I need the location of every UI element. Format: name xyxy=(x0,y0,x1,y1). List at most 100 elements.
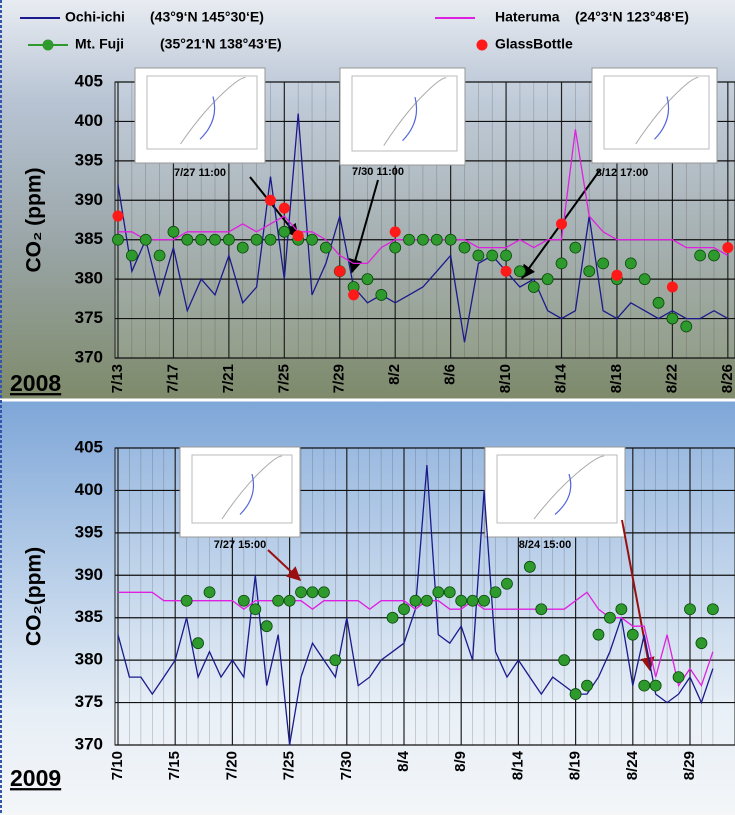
data-point xyxy=(625,258,636,269)
y-tick-label: 375 xyxy=(75,692,103,711)
data-point xyxy=(524,561,535,572)
data-point xyxy=(473,250,484,261)
data-point xyxy=(598,258,609,269)
data-point xyxy=(334,266,345,277)
data-point xyxy=(681,321,692,332)
data-point xyxy=(284,595,295,606)
data-point xyxy=(490,587,501,598)
legend-label: Hateruma xyxy=(495,9,560,25)
data-point xyxy=(140,234,151,245)
legend-location: (24°3‘N 123°48‘E) xyxy=(575,9,689,25)
legend-location: (35°21‘N 138°43‘E) xyxy=(160,36,282,52)
y-tick-label: 385 xyxy=(75,607,103,626)
y-tick-label: 390 xyxy=(75,565,103,584)
data-point xyxy=(210,234,221,245)
data-point xyxy=(182,234,193,245)
x-tick-label: 8/14 xyxy=(552,363,569,393)
data-point xyxy=(556,258,567,269)
panel-label: 2008 xyxy=(10,370,61,396)
data-point xyxy=(593,629,604,640)
legend-label: GlassBottle xyxy=(495,36,573,52)
x-tick-label: 7/10 xyxy=(109,751,126,780)
data-point xyxy=(320,242,331,253)
x-tick-label: 7/17 xyxy=(164,364,181,393)
data-point xyxy=(113,211,124,222)
legend-label: Ochi-ichi xyxy=(65,9,125,25)
data-point xyxy=(685,604,696,615)
data-point xyxy=(390,226,401,237)
x-tick-label: 7/25 xyxy=(281,751,298,780)
y-tick-label: 370 xyxy=(75,347,103,366)
data-point xyxy=(433,587,444,598)
data-point xyxy=(265,195,276,206)
data-point xyxy=(261,621,272,632)
legend-label: Mt. Fuji xyxy=(75,36,124,52)
data-point xyxy=(318,587,329,598)
annotation: 7/27 11:00 xyxy=(174,167,226,179)
data-point xyxy=(501,266,512,277)
data-point xyxy=(250,604,261,615)
y-tick-label: 385 xyxy=(75,229,103,248)
data-point xyxy=(293,230,304,241)
data-point xyxy=(223,234,234,245)
data-point xyxy=(126,250,137,261)
data-point xyxy=(399,604,410,615)
x-tick-label: 7/13 xyxy=(109,364,126,393)
data-point xyxy=(667,282,678,293)
y-tick-label: 405 xyxy=(75,437,103,456)
data-point xyxy=(501,578,512,589)
data-point xyxy=(251,234,262,245)
data-point xyxy=(616,604,627,615)
data-point xyxy=(639,274,650,285)
data-point xyxy=(113,234,124,245)
data-point xyxy=(501,250,512,261)
data-point xyxy=(696,638,707,649)
x-tick-label: 8/9 xyxy=(452,751,469,772)
x-tick-label: 8/6 xyxy=(442,364,459,385)
data-point xyxy=(479,595,490,606)
annotation: 8/12 17:00 xyxy=(596,167,649,179)
data-point xyxy=(296,587,307,598)
y-tick-label: 390 xyxy=(75,190,103,209)
x-tick-label: 8/29 xyxy=(681,751,698,780)
y-tick-label: 405 xyxy=(75,71,103,90)
data-point xyxy=(445,234,456,245)
legend-swatch xyxy=(43,40,54,51)
data-point xyxy=(695,250,706,261)
data-point xyxy=(330,655,341,666)
data-point xyxy=(467,595,478,606)
data-point xyxy=(639,680,650,691)
y-tick-label: 395 xyxy=(75,522,103,541)
data-point xyxy=(279,203,290,214)
data-point xyxy=(459,242,470,253)
data-point xyxy=(542,274,553,285)
data-point xyxy=(181,595,192,606)
data-point xyxy=(417,234,428,245)
data-point xyxy=(238,595,249,606)
data-point xyxy=(570,689,581,700)
x-tick-label: 8/19 xyxy=(567,751,584,780)
data-point xyxy=(265,234,276,245)
data-point xyxy=(570,242,581,253)
x-tick-label: 7/30 xyxy=(338,751,355,780)
y-tick-label: 380 xyxy=(75,269,103,288)
x-tick-label: 8/10 xyxy=(497,364,514,393)
x-tick-label: 8/24 xyxy=(624,750,641,780)
data-point xyxy=(204,587,215,598)
data-point xyxy=(168,226,179,237)
y-tick-label: 400 xyxy=(75,111,103,130)
legend-swatch xyxy=(477,40,488,51)
data-point xyxy=(410,595,421,606)
data-point xyxy=(627,629,638,640)
data-point xyxy=(273,595,284,606)
y-tick-label: 370 xyxy=(75,734,103,753)
x-tick-label: 7/20 xyxy=(223,751,240,780)
data-point xyxy=(444,587,455,598)
annotation: 8/24 15:00 xyxy=(519,539,572,551)
x-tick-label: 8/22 xyxy=(663,364,680,393)
chart: 7/137/177/217/257/298/28/68/108/148/188/… xyxy=(0,0,735,815)
y-tick-label: 375 xyxy=(75,308,103,327)
data-point xyxy=(528,282,539,293)
x-tick-label: 7/25 xyxy=(275,364,292,393)
y-axis-label: CO₂(ppm) xyxy=(23,547,46,646)
